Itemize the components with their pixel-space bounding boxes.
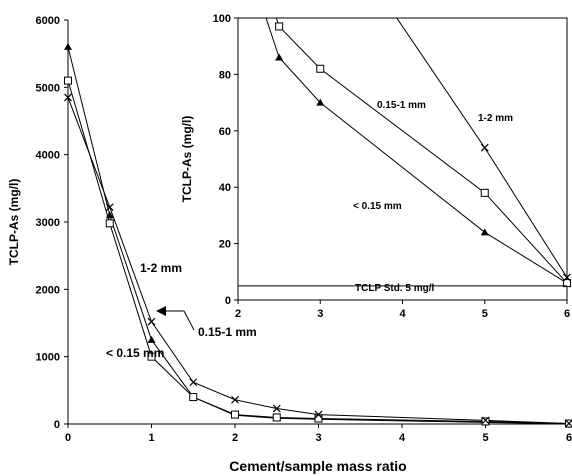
- main-annotation-1-2mm: 1-2 mm: [140, 261, 182, 275]
- inset-x-tick-label-4: 4: [399, 308, 406, 320]
- main-x-tick-label-6: 6: [566, 432, 572, 444]
- main-point-1-2-mm-8: [565, 419, 572, 428]
- inset-y-tick-label-0: 0: [225, 295, 231, 307]
- main-point-1-2-mm-2-stroke-b: [147, 317, 156, 326]
- inset-annotation-1-2mm: 1-2 mm: [478, 113, 513, 124]
- main-point-0-15-1-mm-1: [105, 219, 114, 228]
- main-x-tick-label-2: 2: [232, 432, 238, 444]
- main-point-1-2-mm-0: [64, 93, 72, 102]
- main-point-0-15-1-mm-6: [314, 414, 323, 423]
- main-y-tick-label-1000: 1000: [36, 352, 60, 364]
- inset-point-0-15-mm-1: [275, 53, 284, 61]
- inset-point-1-2-mm-4-stroke-b: [563, 273, 571, 282]
- main-point-0-15-1-mm-3: [189, 393, 198, 402]
- main-point-0-15-mm-0: [64, 42, 72, 50]
- main-point-0-15-1-mm-0: [64, 76, 72, 85]
- main-point-1-2-mm-8-stroke-b: [565, 419, 572, 428]
- main-annotation-015-1mm: 0.15-1 mm: [198, 325, 257, 339]
- main-point-1-2-mm-7-stroke-b: [481, 416, 490, 425]
- main-point-1-2-mm-4: [231, 395, 239, 404]
- main-point-1-2-mm-3-stroke-b: [189, 378, 198, 387]
- main-annotation-arrowhead: [156, 306, 166, 316]
- inset-annotation-lt015mm: < 0.15 mm: [353, 201, 402, 212]
- main-y-tick-label-5000: 5000: [36, 82, 60, 94]
- main-x-tick-label-3: 3: [315, 432, 321, 444]
- inset-annotation-015-1mm: 0.15-1 mm: [377, 100, 426, 111]
- main-point-1-2-mm-3: [189, 378, 198, 387]
- main-point-0-15-1-mm-7: [481, 417, 490, 426]
- inset-point-1-2-mm-4: [563, 273, 571, 282]
- main-x-axis-title: Cement/sample mass ratio: [229, 458, 406, 474]
- main-x-tick-label-1: 1: [148, 432, 154, 444]
- main-point-0-15-1-mm-4: [231, 410, 239, 419]
- inset-x-tick-label-6: 6: [564, 308, 570, 320]
- main-y-tick-label-0: 0: [54, 419, 60, 431]
- inset-y-tick-label-100: 100: [213, 13, 231, 25]
- main-point-1-2-mm-0-stroke-b: [64, 93, 72, 102]
- main-point-1-2-mm-2: [147, 317, 156, 326]
- inset-y-tick-label-40: 40: [219, 182, 231, 194]
- inset-point-0-15-1-mm-3: [480, 188, 489, 197]
- inset-y-tick-label-80: 80: [219, 69, 231, 81]
- inset-point-0-15-mm-3: [480, 228, 489, 236]
- main-point-1-2-mm-1: [105, 203, 114, 212]
- main-y-tick-label-3000: 3000: [36, 217, 60, 229]
- inset-point-0-15-1-mm-1: [275, 22, 284, 31]
- main-point-0-15-1-mm-5: [272, 413, 281, 422]
- main-point-1-2-mm-7: [481, 416, 490, 425]
- main-point-0-15-mm-1: [105, 211, 114, 219]
- inset-y-tick-label-20: 20: [219, 239, 231, 251]
- main-y-axis-title: TCLP-As (mg/l): [7, 179, 21, 266]
- main-x-tick-label-0: 0: [65, 432, 71, 444]
- inset-y-axis-title: TCLP-As (mg/l): [180, 116, 194, 203]
- inset-reference-label: TCLP Std. 5 mg/l: [355, 283, 434, 294]
- main-point-1-2-mm-6: [314, 410, 323, 419]
- inset-point-0-15-1-mm-2: [316, 64, 325, 73]
- main-point-0-15-1-mm-2: [147, 352, 156, 361]
- inset-point-0-15-mm-2: [316, 98, 325, 106]
- inset-x-tick-label-2: 2: [235, 308, 241, 320]
- inset-point-0-15-1-mm-4: [563, 279, 571, 288]
- main-point-1-2-mm-5: [272, 404, 281, 413]
- main-point-1-2-mm-5-stroke-b: [272, 404, 281, 413]
- main-point-1-2-mm-1-stroke-b: [105, 203, 114, 212]
- main-annotation-arrow: [158, 310, 195, 331]
- main-point-0-15-mm-2: [147, 335, 156, 343]
- inset-series-line-1-2-mm: [396, 18, 567, 278]
- main-y-tick-label-6000: 6000: [36, 15, 60, 27]
- main-point-1-2-mm-6-stroke-b: [314, 410, 323, 419]
- inset-y-tick-label-60: 60: [219, 126, 231, 138]
- inset-x-tick-label-5: 5: [482, 308, 488, 320]
- main-x-tick-label-5: 5: [482, 432, 488, 444]
- main-annotation-lt015mm: < 0.15 mm: [106, 346, 164, 360]
- inset-point-1-2-mm-3: [480, 143, 489, 152]
- inset-x-tick-label-3: 3: [317, 308, 323, 320]
- main-y-tick-label-4000: 4000: [36, 150, 60, 162]
- main-x-tick-label-4: 4: [399, 432, 406, 444]
- inset-point-1-2-mm-3-stroke-b: [480, 143, 489, 152]
- main-y-tick-label-2000: 2000: [36, 284, 60, 296]
- main-point-1-2-mm-4-stroke-b: [231, 395, 239, 404]
- inset-frame: [237, 17, 568, 301]
